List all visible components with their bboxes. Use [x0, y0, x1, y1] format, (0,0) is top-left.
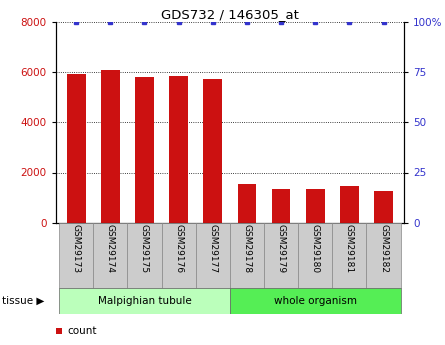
Bar [272, 189, 291, 223]
Text: GSM29177: GSM29177 [208, 225, 217, 274]
Bar [127, 223, 162, 288]
Bar [264, 223, 298, 288]
Text: Malpighian tubule: Malpighian tubule [97, 296, 191, 306]
Bar [67, 74, 85, 223]
Text: tissue ▶: tissue ▶ [2, 296, 44, 306]
Text: whole organism: whole organism [274, 296, 357, 306]
Bar [196, 223, 230, 288]
Title: GDS732 / 146305_at: GDS732 / 146305_at [161, 8, 299, 21]
Text: GSM29179: GSM29179 [277, 225, 286, 274]
Text: GSM29181: GSM29181 [345, 225, 354, 274]
Text: GSM29182: GSM29182 [379, 225, 388, 274]
Bar [230, 288, 400, 314]
Text: GSM29178: GSM29178 [243, 225, 251, 274]
Text: GSM29176: GSM29176 [174, 225, 183, 274]
Bar [135, 77, 154, 223]
Bar [59, 288, 230, 314]
Text: count: count [67, 326, 97, 336]
Bar [340, 186, 359, 223]
Bar [169, 76, 188, 223]
Bar [230, 223, 264, 288]
Bar [59, 223, 93, 288]
Bar [332, 223, 367, 288]
Bar [203, 79, 222, 223]
Text: GSM29173: GSM29173 [72, 225, 81, 274]
Bar [238, 184, 256, 223]
Bar [162, 223, 196, 288]
Bar [306, 189, 325, 223]
Bar [101, 70, 120, 223]
Bar [298, 223, 332, 288]
Text: GSM29175: GSM29175 [140, 225, 149, 274]
Text: GSM29174: GSM29174 [106, 225, 115, 274]
Bar [367, 223, 401, 288]
Bar [93, 223, 127, 288]
Bar [374, 191, 393, 223]
Text: GSM29180: GSM29180 [311, 225, 320, 274]
